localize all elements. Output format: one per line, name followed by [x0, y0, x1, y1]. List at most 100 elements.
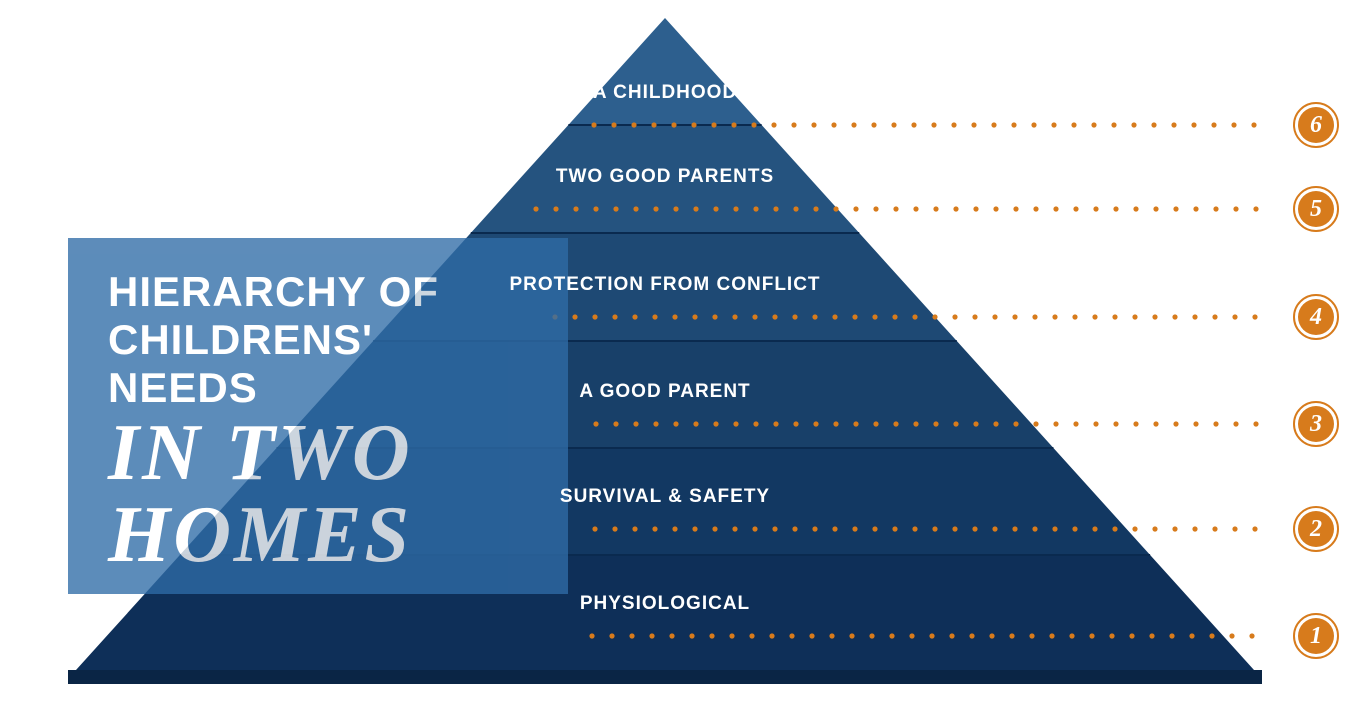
callout-dot: [832, 314, 837, 319]
callout-dot: [1173, 206, 1178, 211]
callout-dot: [993, 206, 998, 211]
callout-dot: [593, 206, 598, 211]
callout-dot: [633, 206, 638, 211]
callout-dot: [1111, 122, 1116, 127]
callout-dot: [1033, 421, 1038, 426]
callout-dot: [1109, 633, 1114, 638]
callout-dot: [613, 206, 618, 211]
callout-dot: [693, 421, 698, 426]
callout-badge-ring: [1293, 506, 1339, 552]
callout-dot: [892, 526, 897, 531]
callout-dot: [1232, 314, 1237, 319]
callout-dot: [1112, 526, 1117, 531]
callout-dot: [672, 314, 677, 319]
callout-dot: [712, 314, 717, 319]
callout-dot: [1053, 206, 1058, 211]
callout-dot: [873, 206, 878, 211]
callout-dot: [1212, 526, 1217, 531]
callout-dot: [1151, 122, 1156, 127]
callout-dot: [933, 206, 938, 211]
callout-dot: [609, 633, 614, 638]
callout-dot: [713, 206, 718, 211]
callout-dot: [1192, 526, 1197, 531]
callout-dot: [813, 206, 818, 211]
callout-dot: [613, 421, 618, 426]
callout-dot: [853, 421, 858, 426]
callout-dot: [651, 122, 656, 127]
callout-dot: [891, 122, 896, 127]
callout-dot: [592, 526, 597, 531]
callout-dot: [1032, 314, 1037, 319]
callout-dot: [553, 206, 558, 211]
callout-dot: [652, 314, 657, 319]
callout-dot: [873, 421, 878, 426]
callout-dot: [812, 526, 817, 531]
callout-dot: [953, 206, 958, 211]
callout-dot: [1172, 526, 1177, 531]
callout-dot: [1193, 421, 1198, 426]
callout-dot: [732, 314, 737, 319]
callout-dot: [709, 633, 714, 638]
callout-dot: [693, 206, 698, 211]
callout-badge-ring: [1293, 401, 1339, 447]
callout-dot: [1072, 314, 1077, 319]
callout-dot: [1192, 314, 1197, 319]
callout-dot: [1129, 633, 1134, 638]
callout-dot: [911, 122, 916, 127]
callout-dot: [933, 421, 938, 426]
callout-dot: [1011, 122, 1016, 127]
callout-dot: [792, 526, 797, 531]
callout-dot: [1009, 633, 1014, 638]
callout-dot: [773, 421, 778, 426]
callout-dot: [1112, 314, 1117, 319]
callout-dot: [1113, 421, 1118, 426]
callout-dot: [771, 122, 776, 127]
callout-dot: [591, 122, 596, 127]
callout-dot: [793, 421, 798, 426]
callout-dot: [732, 526, 737, 531]
callout-dot: [1051, 122, 1056, 127]
pyramid-level-label: A CHILDHOOD: [593, 82, 737, 104]
callout-dot: [973, 421, 978, 426]
callout-dot: [1073, 421, 1078, 426]
callout-dot: [1231, 122, 1236, 127]
infographic-stage: HIERARCHY OF CHILDRENS' NEEDS IN TWO HOM…: [0, 0, 1368, 705]
callout-dot: [1193, 206, 1198, 211]
callout-dot: [1012, 526, 1017, 531]
callout-dot: [952, 314, 957, 319]
callout-dot: [871, 122, 876, 127]
callout-dot: [669, 633, 674, 638]
callout-dot: [1052, 314, 1057, 319]
callout-dot: [1032, 526, 1037, 531]
callout-dot: [809, 633, 814, 638]
callout-badge-ring: [1293, 613, 1339, 659]
callout-dot: [1249, 633, 1254, 638]
callout-dot: [632, 314, 637, 319]
title-line-1: HIERARCHY OF: [108, 268, 528, 316]
callout-dot: [1093, 421, 1098, 426]
callout-dot: [1013, 421, 1018, 426]
callout-dot: [671, 122, 676, 127]
callout-dot: [673, 421, 678, 426]
callout-dot: [1132, 314, 1137, 319]
callout-dot: [772, 314, 777, 319]
callout-dot: [832, 526, 837, 531]
callout-dot: [853, 206, 858, 211]
callout-dot: [949, 633, 954, 638]
callout-dot: [952, 526, 957, 531]
callout-dot: [1189, 633, 1194, 638]
callout-dot: [1053, 421, 1058, 426]
callout-dot: [692, 526, 697, 531]
callout-dot: [872, 314, 877, 319]
callout-dot: [831, 122, 836, 127]
callout-dot: [589, 633, 594, 638]
callout-dot: [971, 122, 976, 127]
callout-dot: [1089, 633, 1094, 638]
pyramid-level-label: PROTECTION FROM CONFLICT: [509, 274, 820, 296]
title-line-3b: HOMES: [108, 494, 528, 576]
callout-dot: [1213, 421, 1218, 426]
pyramid-level-label: SURVIVAL & SAFETY: [560, 486, 770, 508]
callout-dot: [973, 206, 978, 211]
callout-dot: [969, 633, 974, 638]
callout-dot: [1251, 122, 1256, 127]
